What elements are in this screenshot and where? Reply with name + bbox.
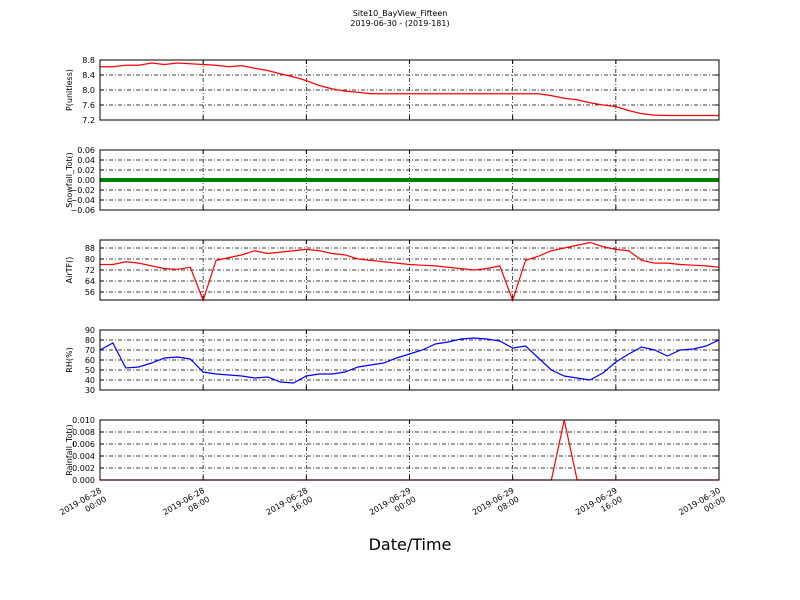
y-tick-label: 7.6 — [82, 101, 95, 110]
y-tick-label: 80 — [85, 336, 95, 345]
y-tick-label: 88 — [85, 244, 95, 253]
y-tick-label: 70 — [85, 346, 95, 355]
plot-frame — [99, 239, 720, 301]
y-tick-label: 0.010 — [72, 416, 95, 425]
y-tick-label: 8.4 — [82, 71, 95, 80]
y-tick-label: 0.006 — [72, 440, 95, 449]
y-tick-label: −0.02 — [70, 186, 95, 195]
y-tick-label: 0.00 — [77, 176, 95, 185]
plot-frame — [99, 419, 720, 481]
y-tick-label: 0.000 — [72, 476, 95, 485]
y-tick-label: 0.008 — [72, 428, 95, 437]
y-tick-label: 72 — [85, 266, 95, 275]
y-tick-label: −0.04 — [70, 196, 95, 205]
y-tick-label: 50 — [85, 366, 95, 375]
y-axis-label: AirTF() — [65, 257, 74, 284]
figure-subtitle: 2019-06-30 - (2019-181) — [350, 19, 449, 28]
y-tick-label: −0.06 — [70, 206, 95, 215]
y-tick-label: 40 — [85, 376, 95, 385]
data-line — [99, 337, 720, 384]
y-tick-label: 80 — [85, 255, 95, 264]
y-tick-label: 90 — [85, 326, 95, 335]
x-axis-label: Date/Time — [369, 535, 452, 554]
y-tick-label: 64 — [85, 277, 95, 286]
y-axis-label: Rainfall_Tot() — [65, 424, 74, 476]
y-tick-label: 0.02 — [77, 166, 95, 175]
y-tick-label: 0.002 — [72, 464, 95, 473]
y-tick-label: 30 — [85, 386, 95, 395]
y-tick-label: 7.2 — [82, 116, 95, 125]
y-tick-label: 0.04 — [77, 156, 95, 165]
y-tick-label: 8.8 — [82, 56, 95, 65]
y-tick-label: 60 — [85, 356, 95, 365]
y-axis-label: P(unitless) — [65, 69, 74, 111]
y-tick-label: 0.004 — [72, 452, 95, 461]
y-tick-label: 8.0 — [82, 86, 95, 95]
figure-title: Site10_BayView_Fifteen — [353, 9, 448, 18]
y-tick-label: 0.06 — [77, 146, 95, 155]
y-axis-label: RH(%) — [65, 347, 74, 372]
plot-frame — [99, 329, 720, 391]
y-tick-label: 56 — [85, 288, 95, 297]
data-line — [100, 62, 719, 117]
y-axis-label: Snowfall_Tot() — [65, 152, 74, 208]
plot-frame — [99, 59, 720, 121]
plot-frame — [99, 149, 720, 211]
